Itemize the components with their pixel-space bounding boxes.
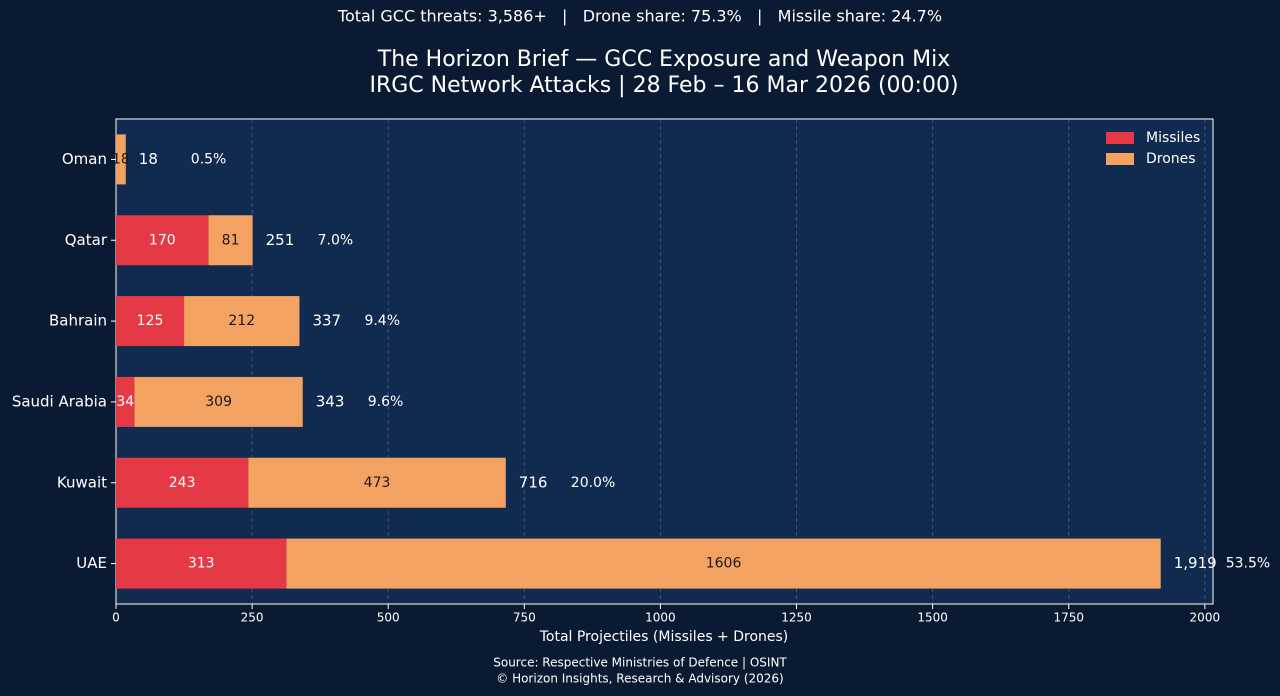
bar-segment (116, 538, 287, 589)
total-label: 18 (139, 150, 158, 168)
total-label: 1,919 (1174, 554, 1217, 572)
segment-label: 313 (188, 556, 215, 572)
source: Source: Respective Ministries of Defence… (493, 656, 787, 670)
share-label: 20.0% (571, 475, 615, 491)
total-label: 716 (519, 473, 548, 491)
x-axis-label: Total Projectiles (Missiles + Drones) (539, 629, 789, 645)
x-tick-label: 1750 (1053, 611, 1084, 625)
header: Total GCC threats: 3,586+ | Drone share:… (337, 7, 942, 26)
segment-label: 1606 (706, 556, 742, 572)
legend-swatch (1106, 153, 1134, 165)
legend-label: Missiles (1146, 130, 1200, 146)
x-tick-label: 500 (377, 611, 400, 625)
share-label: 9.4% (364, 313, 400, 329)
share-label: 0.5% (191, 151, 227, 167)
bar-segment (116, 134, 126, 185)
total-label: 337 (312, 312, 341, 330)
y-tick-label: UAE (76, 554, 107, 572)
segment-label: 309 (205, 394, 232, 410)
segment-label: 18 (112, 151, 130, 167)
segment-label: 212 (228, 313, 255, 329)
total-label: 343 (316, 392, 345, 410)
share-label: 7.0% (318, 232, 354, 248)
share-label: 9.6% (368, 394, 404, 410)
legend-swatch (1106, 132, 1134, 144)
copyright: © Horizon Insights, Research & Advisory … (496, 672, 783, 686)
legend-label: Drones (1146, 151, 1196, 167)
x-tick-label: 1500 (917, 611, 948, 625)
x-tick-label: 0 (112, 611, 120, 625)
y-tick-label: Bahrain (49, 312, 107, 330)
segment-label: 243 (169, 475, 196, 491)
segment-label: 34 (116, 394, 134, 410)
segment-label: 81 (222, 232, 240, 248)
x-tick-label: 1250 (781, 611, 812, 625)
bar-segment (208, 215, 253, 266)
share-label: 53.5% (1226, 556, 1270, 572)
x-tick-label: 750 (513, 611, 536, 625)
segment-label: 473 (364, 475, 391, 491)
x-tick-label: 250 (241, 611, 264, 625)
bar-segment (286, 538, 1161, 589)
segment-label: 170 (149, 232, 176, 248)
plot-area (115, 118, 1214, 605)
chart-subtitle: IRGC Network Attacks | 28 Feb – 16 Mar 2… (369, 73, 958, 98)
bar-segment (248, 457, 506, 508)
x-tick-label: 2000 (1190, 611, 1221, 625)
segment-label: 125 (137, 313, 164, 329)
x-tick-label: 1000 (645, 611, 676, 625)
chart-title: The Horizon Brief — GCC Exposure and Wea… (377, 47, 950, 72)
bar-segment (184, 296, 300, 347)
bar-segment (134, 376, 303, 427)
y-tick-label: Oman (62, 150, 107, 168)
y-tick-label: Qatar (65, 231, 108, 249)
bar-segment (116, 215, 209, 266)
bar-segment (116, 457, 249, 508)
total-label: 251 (266, 231, 295, 249)
y-tick-label: Saudi Arabia (12, 392, 107, 410)
bar-segment (116, 376, 135, 427)
bar-segment (116, 296, 185, 347)
y-tick-label: Kuwait (57, 473, 107, 491)
